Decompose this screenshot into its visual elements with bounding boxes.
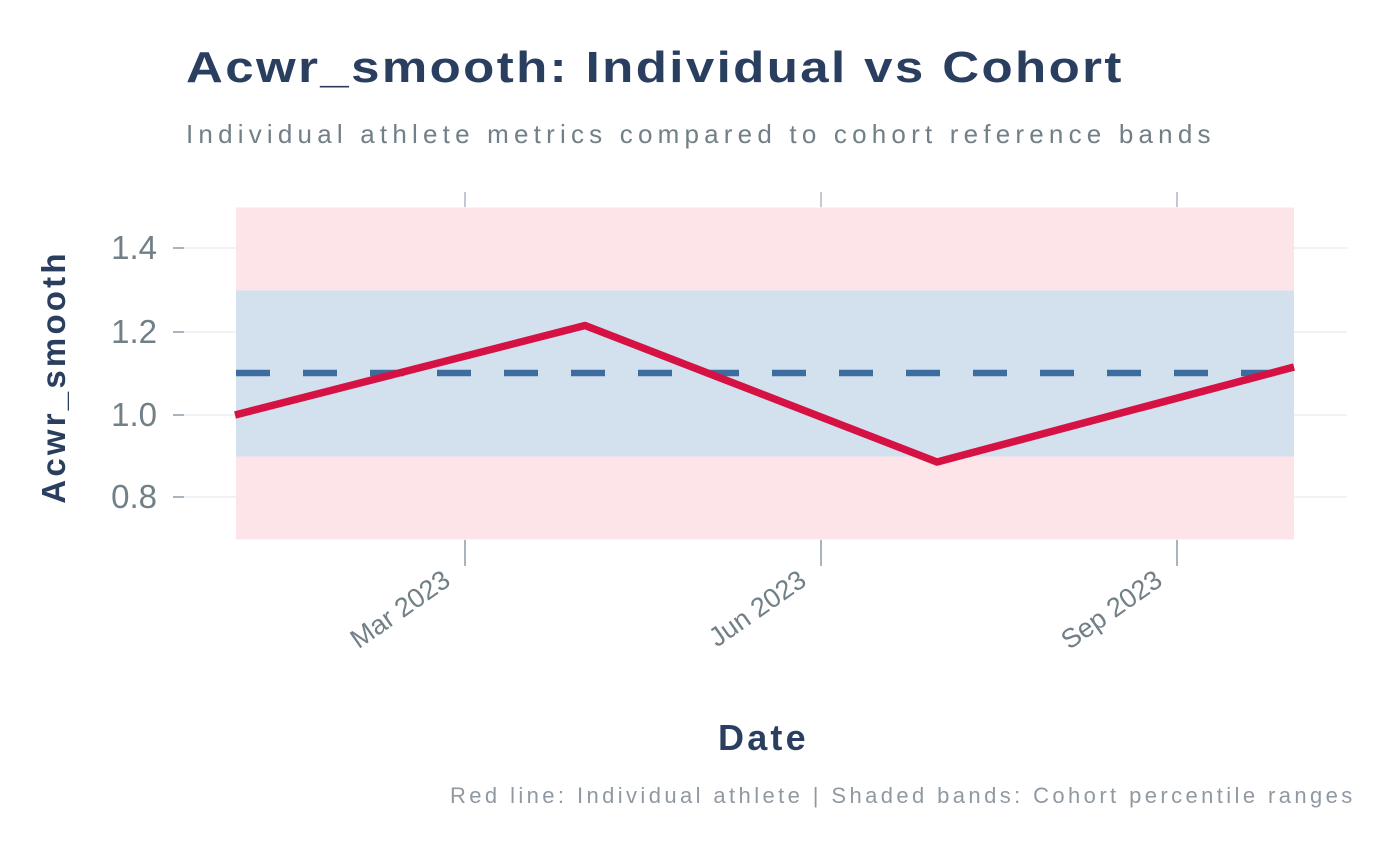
svg-text:Mar 2023: Mar 2023 (345, 564, 456, 654)
svg-text:1.2: 1.2 (111, 313, 157, 350)
svg-text:0.8: 0.8 (111, 478, 157, 515)
svg-text:1.0: 1.0 (111, 396, 157, 433)
svg-text:Acwr_smooth: Acwr_smooth (35, 250, 72, 503)
svg-text:1.4: 1.4 (111, 229, 157, 266)
svg-text:Sep 2023: Sep 2023 (1056, 564, 1168, 655)
svg-text:Jun 2023: Jun 2023 (703, 564, 811, 652)
